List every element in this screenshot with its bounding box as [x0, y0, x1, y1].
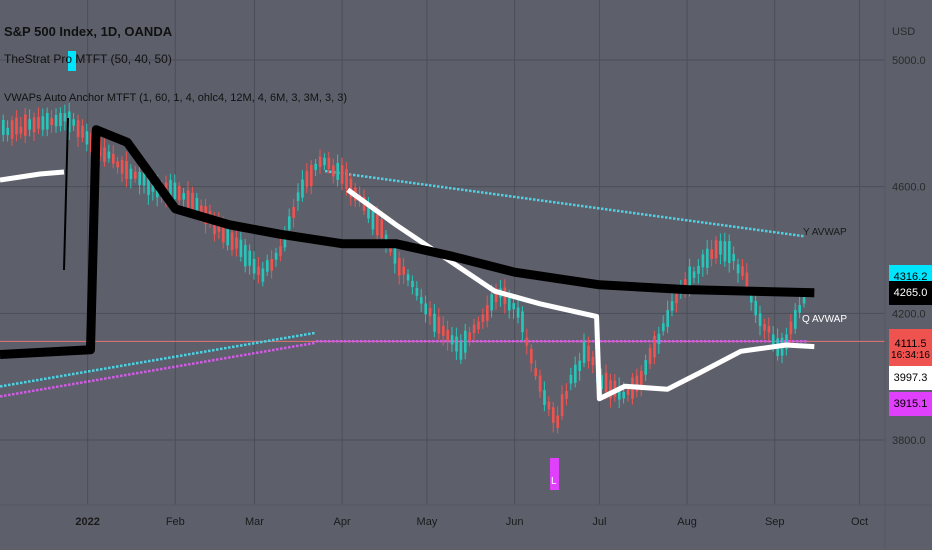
series-line-vwap-12m-[interactable] — [0, 125, 815, 359]
time-tick-label: Feb — [166, 516, 185, 528]
low-marker — [550, 458, 559, 490]
price-label-q-avwap: 3997.3 — [889, 365, 932, 390]
annotation-y-avwap: Y AVWAP — [803, 227, 847, 238]
price-tick-label: 4200.0 — [892, 308, 926, 320]
price-label-value: 4265.0 — [893, 286, 928, 299]
countdown-timer: 16:34:16 — [891, 349, 930, 361]
vwap-bands — [0, 170, 807, 398]
series-line-anchor-jump — [63, 117, 69, 271]
time-tick-label: Jun — [506, 516, 524, 528]
price-tick-label: 4600.0 — [892, 182, 926, 194]
price-label-value: 4316.2 — [893, 270, 928, 283]
time-tick-label: Aug — [677, 516, 697, 528]
time-tick-label: Oct — [851, 516, 868, 528]
price-label-value: 4111.5 — [894, 337, 927, 350]
time-tick-label: May — [417, 516, 438, 528]
series-line-early-avwap[interactable] — [0, 169, 65, 183]
time-tick-label: Sep — [765, 516, 785, 528]
legend-indicator-vwaps[interactable]: VWAPs Auto Anchor MTFT (1, 60, 1, 4, ohl… — [4, 92, 347, 104]
price-tick-label: 5000.0 — [892, 55, 926, 67]
time-tick-label: Jul — [592, 516, 606, 528]
time-tick-label: Mar — [245, 516, 264, 528]
price-label-last: 4111.5 16:34:16 — [889, 329, 932, 370]
time-tick-label: Apr — [334, 516, 351, 528]
annotation-q-avwap: Q AVWAP — [802, 314, 847, 325]
price-label-value: 3997.3 — [893, 371, 928, 384]
low-marker-label: L — [551, 476, 557, 487]
price-label-value: 3915.1 — [893, 397, 928, 410]
legend-indicator-strat[interactable]: TheStrat Pro MTFT (50, 40, 50) — [4, 52, 172, 66]
chart-title: S&P 500 Index, 1D, OANDA — [4, 24, 173, 39]
time-tick-label: 2022 — [75, 516, 99, 528]
price-tick-label: 3800.0 — [892, 435, 926, 447]
currency-label: USD — [892, 26, 915, 38]
strat-indicator-tag[interactable] — [68, 51, 76, 71]
price-label-magenta: 3915.1 — [889, 391, 932, 416]
price-label-black-vwap: 4265.0 — [889, 280, 932, 305]
